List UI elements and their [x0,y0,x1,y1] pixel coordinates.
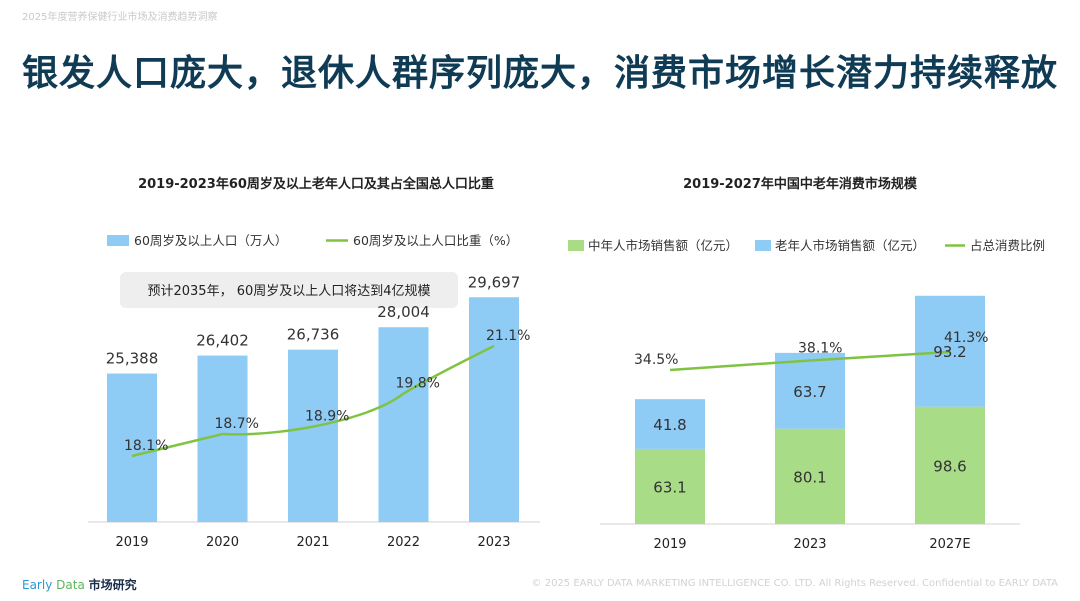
bar-value-label: 25,388 [106,350,159,368]
bar-middle-aged-2023 [775,428,845,524]
bar-value-label: 28,004 [377,303,430,321]
annotation-box [120,272,458,308]
bar-value-label: 26,736 [287,326,340,344]
bar-value-label: 26,402 [196,332,249,350]
page-title: 银发人口庞大，退休人群序列庞大，消费市场增长潜力持续释放 [21,53,1058,94]
bar-elderly-2019 [635,399,705,449]
legend-label-elderly: 老年人市场销售额（亿元） [775,238,925,253]
line-value-label: 18.9% [305,409,349,425]
legend-label-population: 60周岁及以上人口（万人） [134,233,287,248]
line-value-label: 41.3% [944,330,988,346]
legend-swatch-middle-aged [568,240,584,251]
chart-elderly-population: 2019-2023年60周岁及以上老年人口及其占全国总人口比重 60周岁及以上人… [88,176,540,550]
line-value-label: 19.8% [396,376,440,392]
chart-title: 2019-2023年60周岁及以上老年人口及其占全国总人口比重 [138,176,494,192]
legend-label-share: 占总消费比例 [970,238,1045,253]
line-value-label: 38.1% [798,340,842,356]
bar-middle-aged-2027E [915,406,985,524]
legend-label-middle-aged: 中年人市场销售额（亿元） [588,238,738,253]
bar-value-label: 29,697 [468,273,521,291]
bar-value-label: 41.8 [653,416,686,434]
x-tick-label: 2021 [296,535,329,550]
chart-consumer-market: 2019-2027年中国中老年消费市场规模 中年人市场销售额（亿元） 老年人市场… [568,176,1045,552]
x-tick-label: 2019 [653,537,686,552]
bar-population-2019 [107,373,157,522]
bar-population-2022 [378,327,429,522]
bar-value-label: 98.6 [933,457,966,475]
annotation-text: 预计2035年， 60周岁及以上人口将达到4亿规模 [147,284,430,299]
footer-brand-logo: Early Data 市场研究 [22,578,137,592]
bar-elderly-2023 [775,352,845,429]
line-value-label: 21.1% [486,328,530,344]
bar-value-label: 63.7 [793,383,826,401]
bar-value-label: 80.1 [793,468,826,486]
legend-swatch-bar [107,235,129,246]
copyright-notice: © 2025 EARLY DATA MARKETING INTELLIGENCE… [531,578,1058,589]
line-share-series [669,350,951,372]
bar-middle-aged-2019 [635,448,705,524]
line-value-label: 18.7% [215,416,259,432]
x-tick-label: 2022 [387,535,420,550]
x-tick-label: 2023 [477,535,510,550]
x-tick-label: 2019 [115,535,148,550]
bar-population-2023 [469,297,519,522]
legend-label-ratio: 60周岁及以上人口比重（%） [353,233,518,248]
report-header-label: 2025年度营养保健行业市场及消费趋势洞察 [22,12,218,23]
x-tick-label: 2023 [793,537,826,552]
x-tick-label: 2020 [206,535,239,550]
chart-title: 2019-2027年中国中老年消费市场规模 [683,176,918,192]
line-value-label: 18.1% [124,438,168,454]
x-tick-label: 2027E [929,537,970,552]
legend-swatch-elderly [755,240,771,251]
bar-elderly-2027E [915,295,985,407]
bar-value-label: 63.1 [653,478,686,496]
bar-population-2021 [288,349,338,522]
line-value-label: 34.5% [634,352,678,368]
bar-value-label: 93.2 [933,343,966,361]
line-ratio-series [131,344,495,458]
